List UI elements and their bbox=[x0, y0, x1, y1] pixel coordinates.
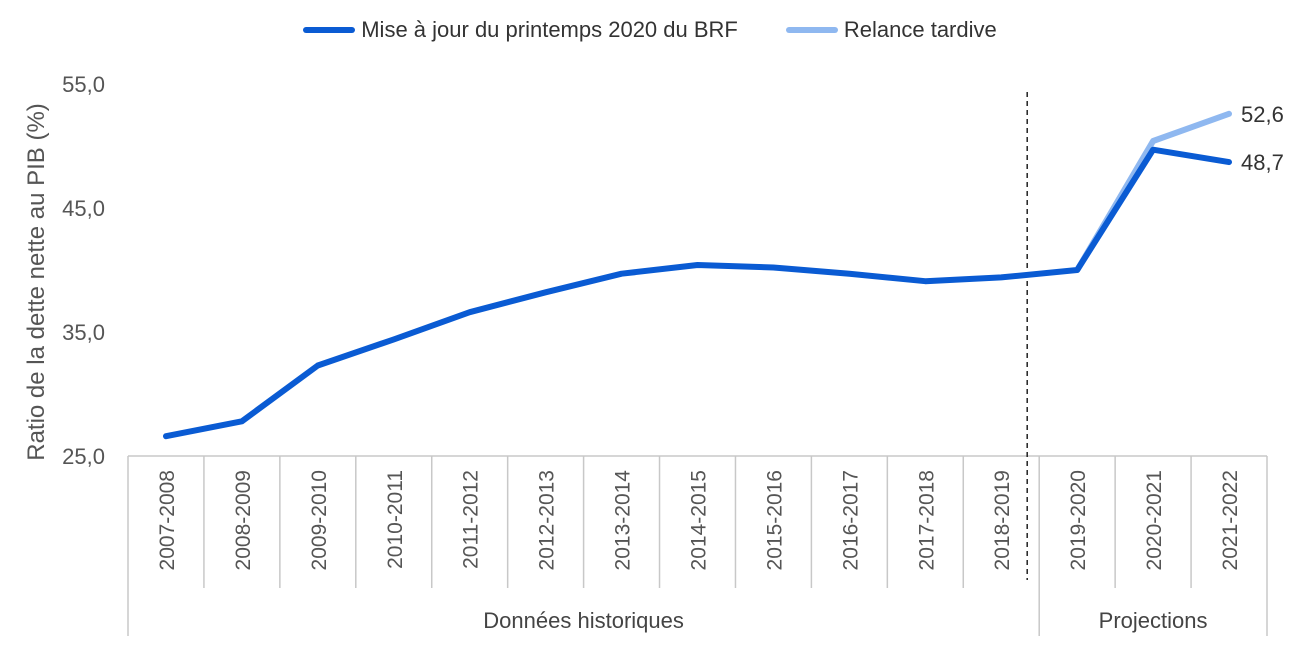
end-value-label-brf: 48,7 bbox=[1241, 150, 1284, 175]
series-line-brf bbox=[163, 146, 1232, 440]
group-label: Données historiques bbox=[483, 608, 684, 633]
legend-item-relance: Relance tardive bbox=[785, 17, 997, 43]
x-tick-label: 2007-2008 bbox=[156, 470, 179, 570]
x-tick-label: 2014-2015 bbox=[688, 470, 711, 570]
x-tick-label: 2021-2022 bbox=[1219, 470, 1242, 570]
legend-label-relance: Relance tardive bbox=[843, 17, 997, 42]
legend-item-brf: Mise à jour du printemps 2020 du BRF bbox=[303, 17, 738, 43]
x-tick-label: 2016-2017 bbox=[839, 470, 862, 570]
x-tick-label: 2019-2020 bbox=[1067, 470, 1090, 570]
tick-labels: 25,0 35,0 45,0 55,0 Ratio de la dette nette … bbox=[23, 72, 1284, 633]
x-tick-label: 2011-2012 bbox=[460, 470, 483, 569]
y-tick-label: 35,0 bbox=[62, 320, 105, 345]
x-tick-label: 2017-2018 bbox=[915, 470, 938, 570]
series-line-relance bbox=[1074, 110, 1232, 273]
x-tick-label: 2020-2021 bbox=[1143, 470, 1166, 570]
legend-label-brf: Mise à jour du printemps 2020 du BRF bbox=[361, 17, 738, 42]
x-tick-label: 2008-2009 bbox=[232, 470, 255, 570]
x-tick-label: 2015-2016 bbox=[763, 470, 786, 570]
x-tick-label: 2013-2014 bbox=[612, 470, 635, 571]
axes bbox=[127, 92, 1268, 636]
series-lines bbox=[163, 110, 1232, 440]
end-value-label-relance: 52,6 bbox=[1241, 102, 1284, 127]
x-tick-label: 2018-2019 bbox=[991, 470, 1014, 570]
legend: Mise à jour du printemps 2020 du BRF Rel… bbox=[0, 17, 1300, 43]
x-tick-label: 2010-2011 bbox=[384, 470, 407, 569]
y-tick-label: 45,0 bbox=[62, 196, 105, 221]
x-tick-label: 2012-2013 bbox=[536, 470, 559, 570]
y-tick-label: 25,0 bbox=[62, 444, 105, 469]
y-tick-label: 55,0 bbox=[62, 72, 105, 97]
legend-swatch-relance bbox=[785, 27, 838, 33]
group-label: Projections bbox=[1099, 608, 1208, 633]
y-axis-title: Ratio de la dette nette au PIB (%) bbox=[23, 103, 50, 461]
x-tick-label: 2009-2010 bbox=[308, 470, 331, 570]
legend-swatch-brf bbox=[303, 27, 356, 33]
